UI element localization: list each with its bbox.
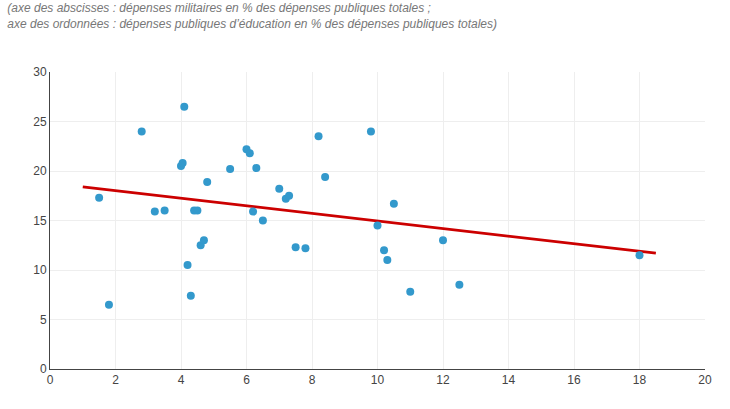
svg-text:30: 30 (33, 65, 47, 79)
svg-text:8: 8 (309, 373, 316, 387)
svg-text:6: 6 (243, 373, 250, 387)
svg-text:20: 20 (698, 373, 712, 387)
svg-text:0: 0 (47, 373, 54, 387)
svg-text:20: 20 (33, 164, 47, 178)
svg-text:10: 10 (371, 373, 385, 387)
svg-text:12: 12 (436, 373, 450, 387)
svg-text:0: 0 (40, 362, 47, 376)
svg-text:18: 18 (633, 373, 647, 387)
svg-text:(axe des abscisses : dépenses: (axe des abscisses : dépenses militaires… (7, 1, 497, 31)
svg-text:4: 4 (178, 373, 185, 387)
svg-text:10: 10 (33, 263, 47, 277)
svg-text:14: 14 (502, 373, 516, 387)
svg-text:25: 25 (33, 115, 47, 129)
svg-text:15: 15 (33, 214, 47, 228)
svg-text:5: 5 (40, 313, 47, 327)
svg-text:2: 2 (112, 373, 119, 387)
svg-text:16: 16 (567, 373, 581, 387)
